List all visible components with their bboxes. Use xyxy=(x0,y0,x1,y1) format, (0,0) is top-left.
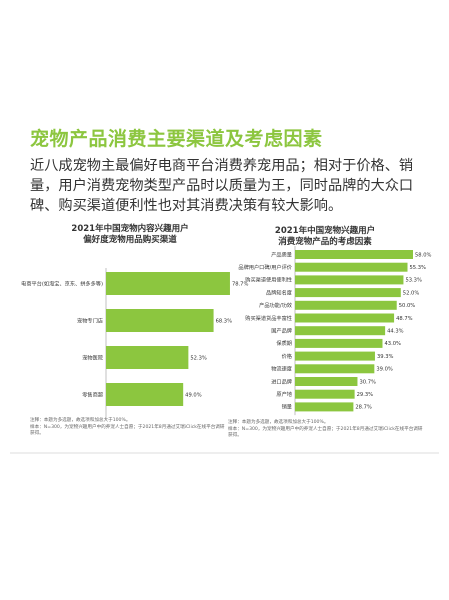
summary-paragraph: 近八成宠物主最偏好电商平台消费养宠用品；相对于价格、销量，用户消费宠物类型产品时… xyxy=(30,158,414,214)
bar xyxy=(295,364,375,374)
category-label: 物流速度 xyxy=(271,365,292,373)
category-label: 购买渠道使用便利性 xyxy=(245,276,292,284)
left-chart-note-line2: 样本：N=300，为宠物兴趣用户中的养宠人士自愿；于2021年8月通过艾瑞iCl… xyxy=(30,424,225,437)
bar xyxy=(295,351,375,361)
category-label: 价格 xyxy=(282,352,293,360)
left-chart-title-line1: 2021年中国宠物内容兴趣用户 xyxy=(71,224,189,234)
bar xyxy=(295,389,355,399)
value-label: 52.0% xyxy=(403,290,420,296)
left-chart-note: 注释：本题为多选题，故选项和加总大于100%。 样本：N=300，为宠物兴趣用户… xyxy=(30,418,225,438)
category-label: 品牌知名度 xyxy=(266,288,292,296)
bar xyxy=(106,346,189,369)
bar xyxy=(295,377,358,386)
bar xyxy=(295,326,386,336)
category-label: 国产品牌 xyxy=(271,327,292,335)
bar xyxy=(295,288,401,298)
bar xyxy=(295,313,395,323)
bar xyxy=(295,402,354,412)
right-chart-title-line2: 消费宠物产品的考虑因素 xyxy=(278,237,372,247)
page-title: 宠物产品消费主要渠道及考虑因素 xyxy=(30,128,323,150)
value-label: 49.0% xyxy=(185,392,202,398)
value-label: 43.0% xyxy=(384,341,401,347)
category-label: 电商平台(如淘宝、京东、拼多多等) xyxy=(21,279,103,287)
bar xyxy=(295,250,413,259)
value-label: 55.3% xyxy=(410,265,427,271)
category-label: 宠物医院 xyxy=(82,353,104,361)
bar xyxy=(106,272,230,295)
category-label: 零售商超 xyxy=(82,390,104,398)
category-label: 产品功能/功效 xyxy=(259,301,293,309)
bar xyxy=(106,309,214,332)
bar xyxy=(295,262,408,272)
right-chart-title-line1: 2021年中国宠物兴趣用户 xyxy=(274,226,376,236)
right-chart-title: 2021年中国宠物兴趣用户 消费宠物产品的考虑因素 xyxy=(250,226,400,248)
value-label: 28.7% xyxy=(355,405,372,411)
category-label: 销量 xyxy=(282,403,292,411)
right-chart-note: 注释：本题为多选题，故选项和加总大于100%。 样本：N=300，为宠物兴趣用户… xyxy=(228,420,423,440)
value-label: 52.3% xyxy=(190,355,207,361)
category-label: 原产地 xyxy=(276,390,292,398)
right-chart-note-line1: 注释：本题为多选题，故选项和加总大于100%。 xyxy=(228,420,329,425)
right-chart-note-line2: 样本：N=300，为宠物兴趣用户中的养宠人士自愿；于2021年8月通过艾瑞iCl… xyxy=(228,426,423,439)
value-label: 44.3% xyxy=(387,329,404,335)
value-label: 30.7% xyxy=(359,379,376,385)
category-label: 宠物专门店 xyxy=(77,316,103,324)
category-label: 购买渠道货品丰富性 xyxy=(245,314,292,322)
bar xyxy=(295,300,397,310)
bar xyxy=(106,383,184,406)
bar xyxy=(295,338,383,348)
value-label: 39.0% xyxy=(376,367,393,373)
category-label: 保质期 xyxy=(276,339,292,347)
category-label: 产品质量 xyxy=(271,250,292,258)
bar xyxy=(295,275,404,285)
value-label: 58.0% xyxy=(415,252,432,258)
value-label: 29.3% xyxy=(357,392,374,398)
divider xyxy=(10,452,439,454)
value-label: 68.3% xyxy=(216,318,233,324)
category-label: 进口品牌 xyxy=(271,377,292,385)
left-chart-title-line2: 偏好度宠物用品购买渠道 xyxy=(83,235,177,245)
value-label: 39.3% xyxy=(377,354,394,360)
value-label: 78.7% xyxy=(232,281,249,287)
value-label: 50.0% xyxy=(399,303,416,309)
value-label: 53.3% xyxy=(405,278,422,284)
left-chart-note-line1: 注释：本题为多选题，故选项和加总大于100%。 xyxy=(30,418,131,423)
left-chart-title: 2021年中国宠物内容兴趣用户 偏好度宠物用品购买渠道 xyxy=(40,224,220,246)
category-label: 品牌用户口碑/用户评价 xyxy=(238,263,292,271)
value-label: 48.7% xyxy=(396,316,413,322)
